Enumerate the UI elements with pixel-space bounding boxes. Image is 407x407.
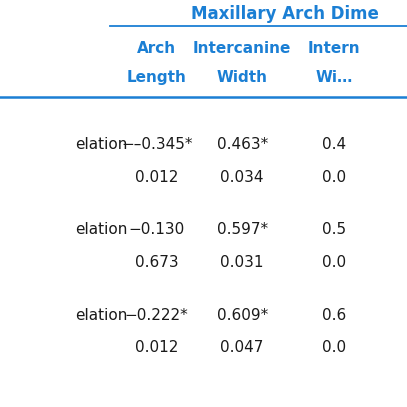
Text: 0.673: 0.673 [135, 255, 179, 270]
Text: 0.012: 0.012 [135, 341, 178, 355]
Text: Length: Length [127, 70, 187, 85]
Text: 0.463*: 0.463* [217, 137, 268, 152]
Text: 0.034: 0.034 [221, 170, 264, 184]
Text: −0.130: −0.130 [129, 223, 185, 237]
Text: 0.0: 0.0 [322, 255, 346, 270]
Text: 0.6: 0.6 [322, 308, 346, 323]
Text: −–0.345*: −–0.345* [121, 137, 193, 152]
Text: 0.012: 0.012 [135, 170, 178, 184]
Text: 0.5: 0.5 [322, 223, 346, 237]
Text: −0.222*: −0.222* [125, 308, 188, 323]
Text: 0.609*: 0.609* [217, 308, 268, 323]
Text: elation: elation [75, 223, 128, 237]
Text: 0.0: 0.0 [322, 170, 346, 184]
Text: Arch: Arch [137, 42, 176, 56]
Text: Intern: Intern [307, 42, 360, 56]
Text: Width: Width [217, 70, 268, 85]
Text: Wi…: Wi… [315, 70, 352, 85]
Text: Intercanine: Intercanine [193, 42, 291, 56]
Text: Maxillary Arch Dime: Maxillary Arch Dime [191, 5, 379, 23]
Text: 0.047: 0.047 [221, 341, 264, 355]
Text: elation: elation [75, 308, 128, 323]
Text: 0.0: 0.0 [322, 341, 346, 355]
Text: 0.031: 0.031 [221, 255, 264, 270]
Text: 0.597*: 0.597* [217, 223, 268, 237]
Text: elation: elation [75, 137, 128, 152]
Text: 0.4: 0.4 [322, 137, 346, 152]
